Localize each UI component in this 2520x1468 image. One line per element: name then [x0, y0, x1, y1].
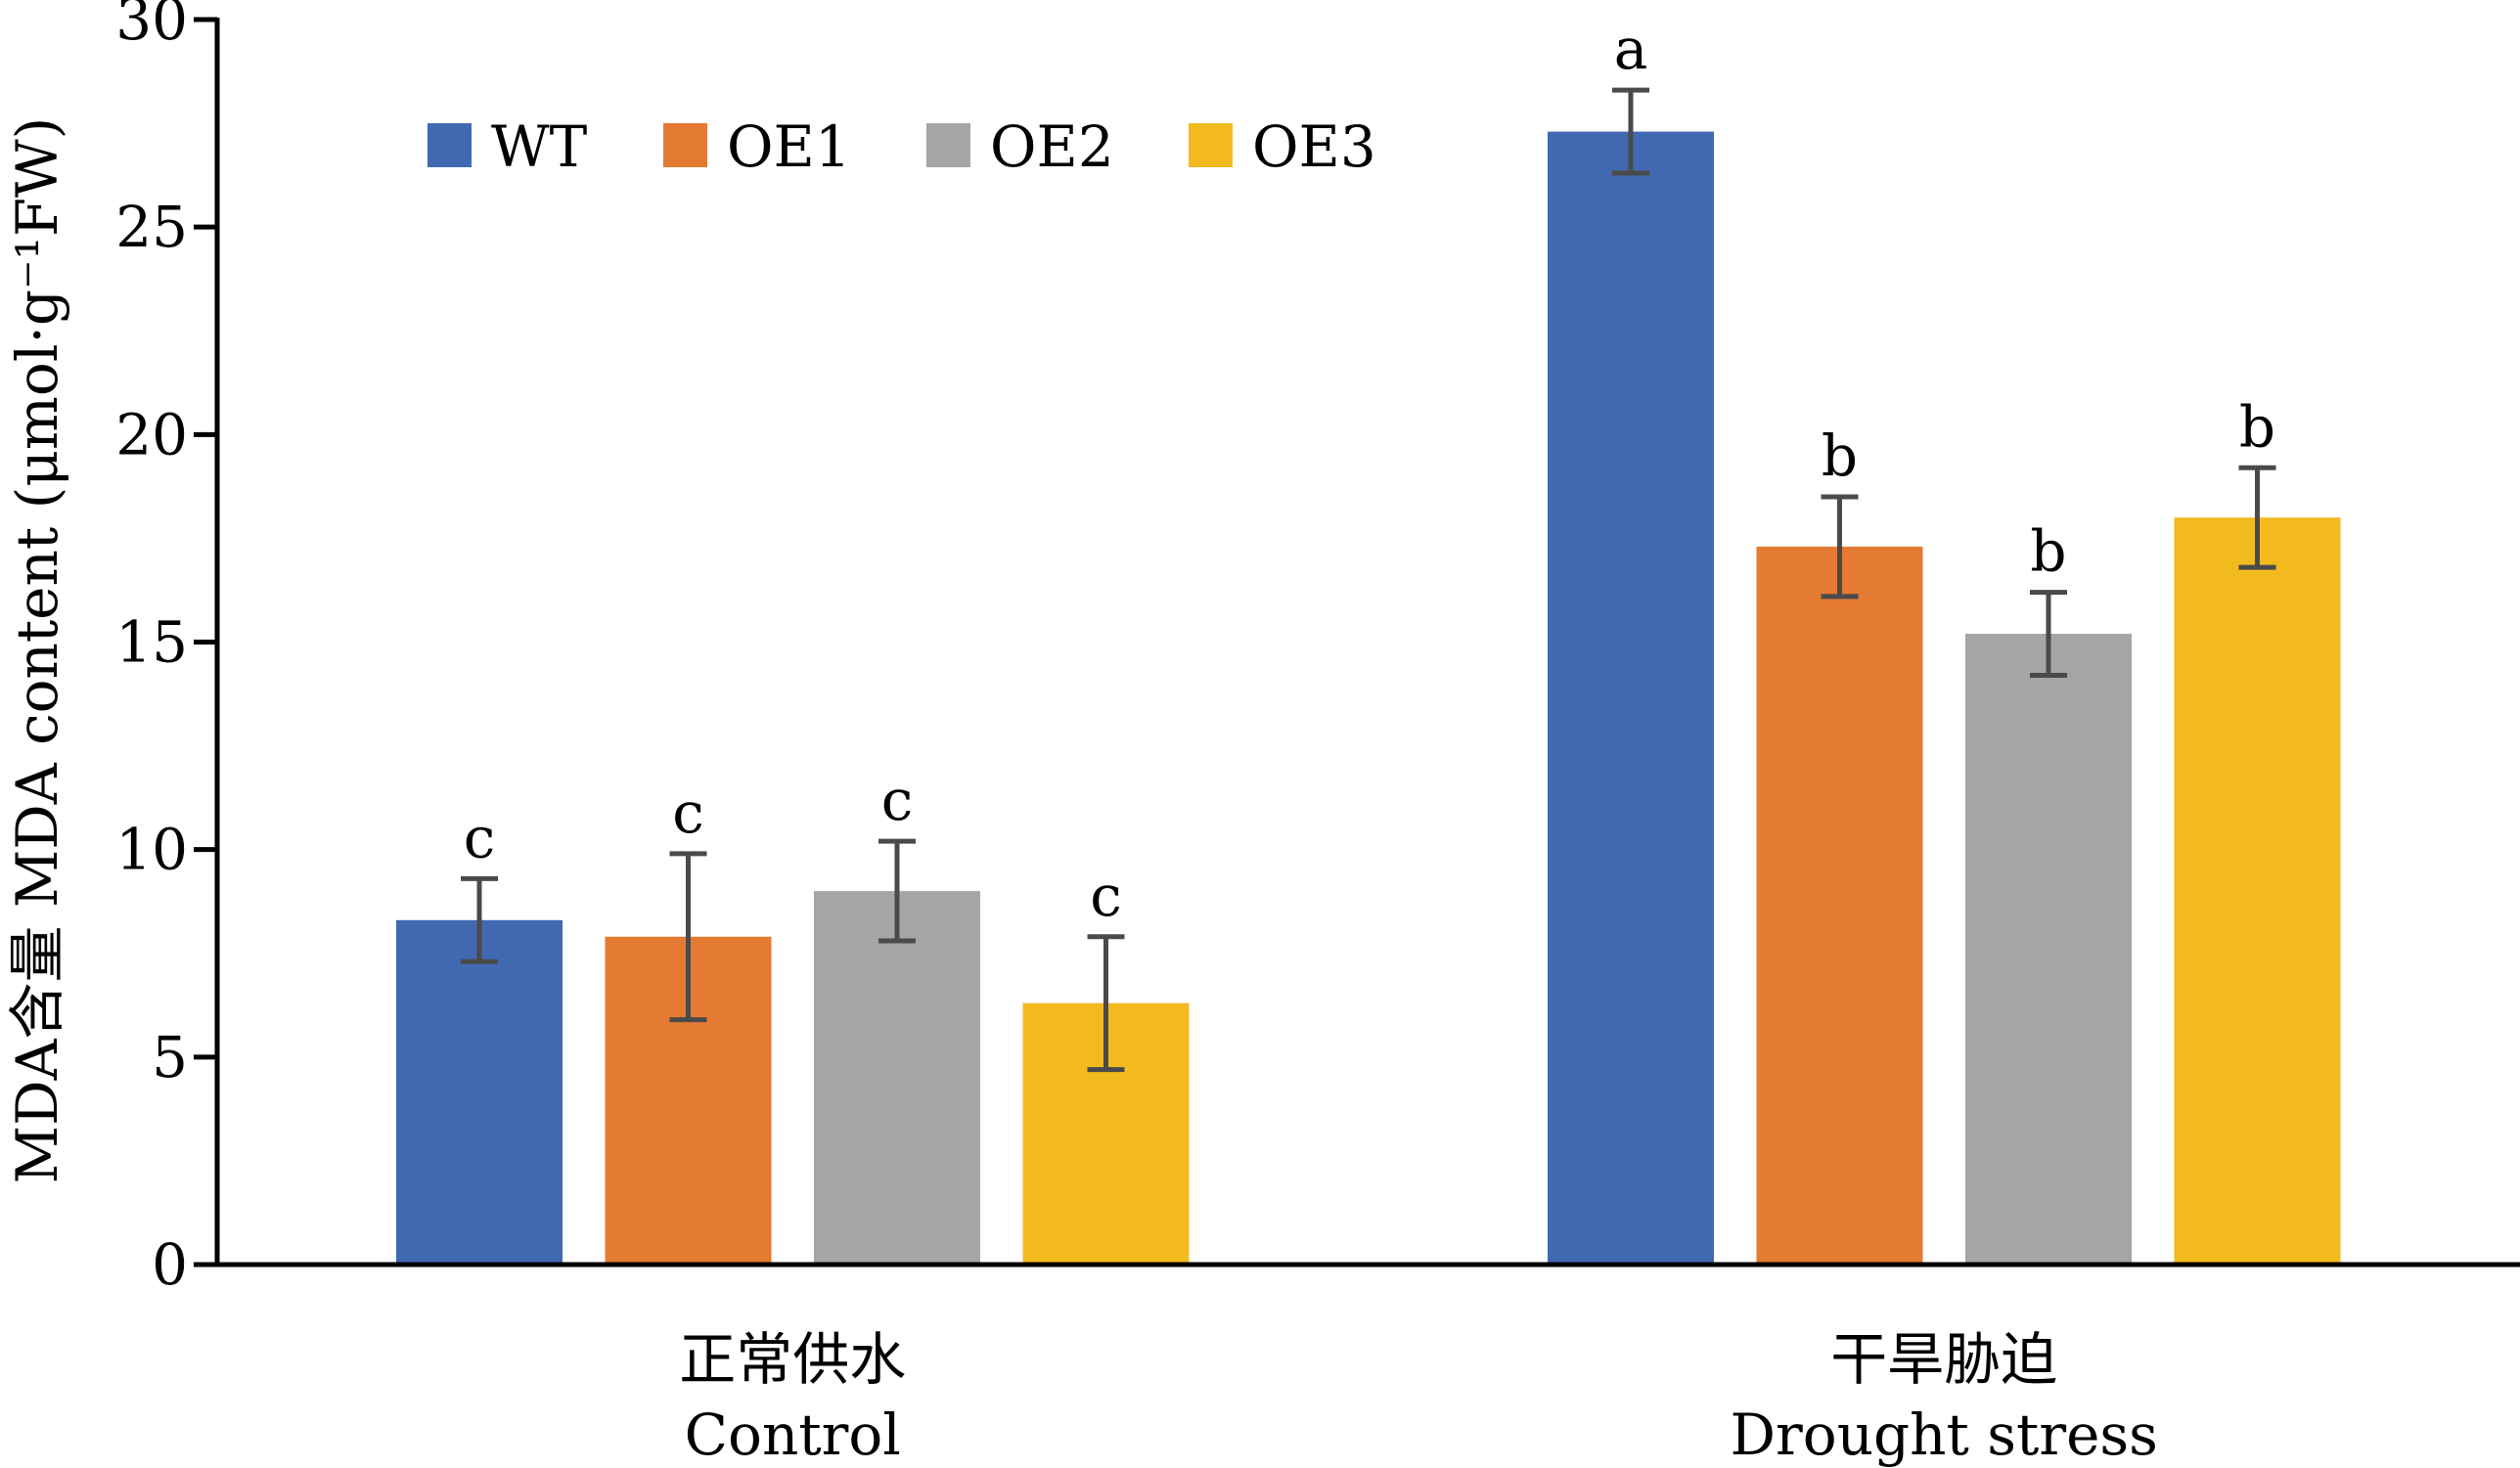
legend-swatch-wt [428, 123, 472, 167]
bar-oe1-1 [1756, 546, 1923, 1265]
significance-labels-layer: c a c b c b c b [464, 16, 2275, 929]
legend-item-oe3: OE3 [1189, 113, 1376, 180]
significance-label-oe1-1: b [1822, 423, 1858, 489]
error-bars-layer [461, 87, 2276, 1073]
significance-label-oe1-0: c [672, 779, 703, 846]
y-tick-label-15: 15 [115, 609, 188, 676]
error-bar-oe3-0 [1087, 934, 1125, 1073]
bar-oe2-1 [1965, 634, 2132, 1265]
significance-label-oe2-1: b [2030, 518, 2066, 585]
y-tick-label-20: 20 [115, 401, 188, 467]
category-label-en-1: Drought stress [1731, 1401, 2158, 1468]
error-bar-oe2-0 [878, 838, 916, 944]
legend-label-wt: WT [491, 113, 588, 180]
bar-wt-1 [1548, 131, 1714, 1265]
bar-oe3-1 [2174, 517, 2341, 1265]
y-tick-label-0: 0 [152, 1231, 188, 1298]
category-label-cn-0: 正常供水 [679, 1326, 906, 1393]
legend-item-oe1: OE1 [663, 113, 851, 180]
legend-label-oe3: OE3 [1252, 113, 1376, 180]
significance-label-wt-1: a [1614, 16, 1648, 82]
legend-swatch-oe1 [663, 123, 707, 167]
significance-label-wt-0: c [464, 804, 495, 870]
axes-layer: 0 5 10 15 20 25 30 正常供水 Control 干旱胁迫 Drought stres… [115, 0, 2520, 1468]
error-bar-oe2-1 [2030, 590, 2067, 678]
legend-swatch-oe3 [1189, 123, 1233, 167]
error-bar-oe1-1 [1821, 494, 1859, 600]
error-bar-oe1-0 [669, 851, 707, 1023]
y-tick-label-30: 30 [115, 0, 188, 53]
error-bar-wt-0 [461, 875, 498, 964]
bar-oe2-0 [814, 891, 980, 1265]
significance-label-oe3-1: b [2239, 393, 2275, 460]
category-label-cn-1: 干旱胁迫 [1830, 1326, 2057, 1393]
category-label-en-0: Control [685, 1401, 901, 1468]
legend-label-oe2: OE2 [990, 113, 1114, 180]
legend-swatch-oe2 [926, 123, 970, 167]
bars-layer [396, 131, 2341, 1265]
legend-item-oe2: OE2 [926, 113, 1114, 180]
error-bar-oe3-1 [2238, 465, 2276, 570]
y-tick-label-5: 5 [152, 1024, 188, 1090]
error-bar-wt-1 [1612, 87, 1649, 176]
legend-item-wt: WT [428, 113, 588, 180]
legend: WT OE1 OE2 OE3 [428, 113, 1376, 180]
y-tick-label-10: 10 [115, 817, 188, 883]
y-axis-title: MDA含量 MDA content (μmol·g⁻¹FW) [4, 117, 70, 1184]
bar-wt-0 [396, 919, 562, 1265]
legend-label-oe1: OE1 [727, 113, 851, 180]
y-tick-label-25: 25 [115, 194, 188, 260]
significance-label-oe3-0: c [1090, 863, 1121, 929]
significance-label-oe2-0: c [881, 767, 913, 833]
